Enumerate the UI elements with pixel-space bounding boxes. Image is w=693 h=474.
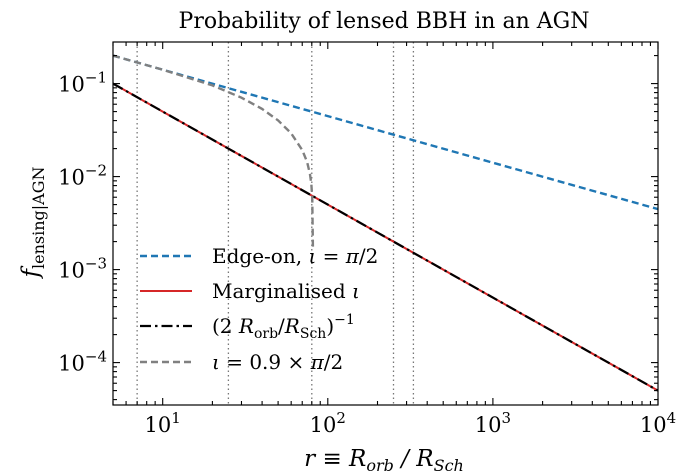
x-tick-label-1: 101 (145, 409, 181, 437)
plot-frame (112, 41, 659, 406)
series-line-4 (113, 54, 315, 251)
legend-label-4: ι = 0.9 × π/2 (212, 350, 343, 374)
x-tick-label-2: 102 (310, 409, 346, 437)
x-axis-label: r ≡ Rorb / RSch (304, 446, 464, 474)
x-tick-label-3: 103 (475, 409, 511, 437)
plot-area: 101 102 103 104 10−4 10−3 10−2 10−1 Edge-on, ι =… (58, 41, 676, 437)
series-line-1 (113, 54, 658, 211)
legend-label-2: Marginalised ι (212, 279, 360, 303)
y-tick-label-4: 10−1 (58, 69, 107, 97)
y-tick-label-2: 10−3 (58, 255, 107, 283)
series-line-3 (113, 82, 658, 392)
legend-label-3: (2 Rorb/RSch)−1 (212, 312, 355, 342)
x-tick-label-4: 104 (640, 409, 676, 437)
y-tick-label-3: 10−2 (58, 162, 107, 190)
legend: Edge-on, ι = π/2 Marginalised ι (2 Rorb/RS… (140, 244, 378, 374)
y-axis-label: flensing|AGN (18, 166, 48, 279)
chart-title: Probability of lensed BBH in an AGN (179, 9, 590, 34)
legend-label-1: Edge-on, ι = π/2 (212, 244, 378, 268)
y-tick-label-1: 10−4 (58, 348, 107, 376)
